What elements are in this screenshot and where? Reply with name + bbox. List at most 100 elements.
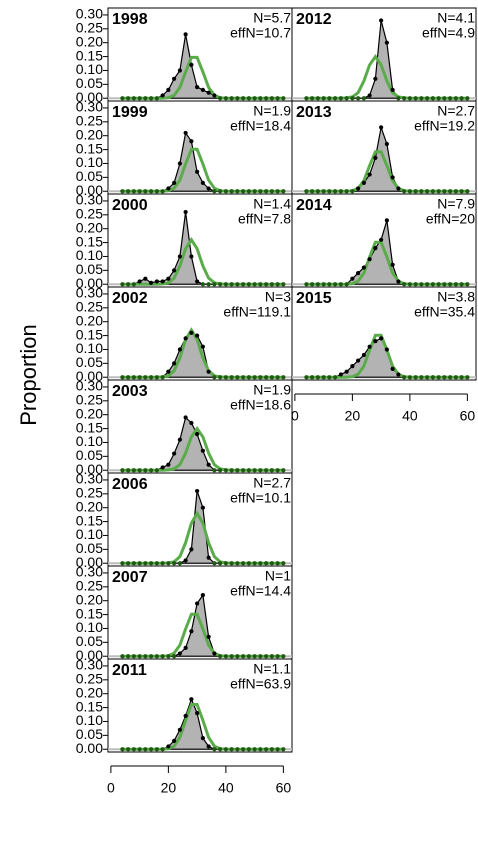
observed-point (413, 96, 418, 101)
observed-point (252, 282, 257, 287)
panel-title: 1998 (112, 11, 148, 28)
panel-annotation: effN=19.2 (414, 118, 475, 134)
observed-point (120, 747, 125, 752)
observed-point (206, 555, 211, 560)
observed-point (367, 93, 372, 98)
observed-point (269, 96, 274, 101)
observed-point (183, 336, 188, 341)
observed-point (218, 189, 223, 194)
observed-point (126, 282, 131, 287)
observed-point (177, 561, 182, 566)
observed-point (149, 468, 154, 473)
observed-point (131, 654, 136, 659)
observed-point (200, 180, 205, 185)
observed-point (367, 172, 372, 177)
y-tick-label: 0.15 (76, 326, 103, 342)
observed-point (453, 96, 458, 101)
observed-point (223, 96, 228, 101)
observed-point (212, 561, 217, 566)
observed-point (269, 375, 274, 380)
observed-point (212, 282, 217, 287)
observed-point (269, 561, 274, 566)
observed-point (373, 339, 378, 344)
observed-point (126, 468, 131, 473)
observed-point (189, 139, 194, 144)
observed-point (126, 654, 131, 659)
y-tick-label: 0.10 (76, 433, 103, 449)
observed-point (149, 375, 154, 380)
y-tick-label: 0.15 (76, 512, 103, 528)
observed-point (195, 601, 200, 606)
x-tick-label: 0 (291, 408, 299, 424)
observed-point (350, 276, 355, 281)
observed-point (350, 96, 355, 101)
observed-point (315, 96, 320, 101)
observed-point (258, 747, 263, 752)
observed-point (223, 561, 228, 566)
observed-point (390, 87, 395, 92)
panel-title: 2006 (112, 476, 148, 493)
observed-point (275, 282, 280, 287)
panel-title: 1999 (112, 104, 148, 121)
y-tick-label: 0.00 (76, 368, 103, 384)
observed-point (183, 645, 188, 650)
observed-point (304, 189, 309, 194)
observed-point (195, 432, 200, 437)
observed-point (258, 468, 263, 473)
observed-point (402, 375, 407, 380)
observed-point (379, 125, 384, 130)
observed-point (246, 96, 251, 101)
y-tick-label: 0.20 (76, 684, 103, 700)
observed-point (229, 747, 234, 752)
observed-point (166, 744, 171, 749)
observed-point (275, 189, 280, 194)
observed-point (275, 561, 280, 566)
panel-annotation: N=2.7 (437, 103, 475, 119)
panel-annotation: effN=63.9 (230, 676, 291, 692)
y-tick-label: 0.25 (76, 113, 103, 129)
observed-point (275, 468, 280, 473)
y-tick-label: 0.30 (76, 564, 103, 580)
observed-point (264, 375, 269, 380)
observed-point (235, 468, 240, 473)
y-tick-label: 0.30 (76, 378, 103, 394)
observed-point (218, 96, 223, 101)
observed-point (131, 282, 136, 287)
observed-point (442, 282, 447, 287)
observed-point (223, 654, 228, 659)
observed-point (160, 561, 165, 566)
observed-point (252, 468, 257, 473)
observed-point (120, 468, 125, 473)
observed-point (131, 468, 136, 473)
observed-point (321, 282, 326, 287)
y-tick-label: 0.15 (76, 140, 103, 156)
panel-title: 2015 (296, 290, 332, 307)
observed-point (281, 561, 286, 566)
observed-point (166, 87, 171, 92)
observed-point (126, 561, 131, 566)
observed-point (149, 280, 154, 285)
observed-point (442, 375, 447, 380)
y-tick-label: 0.30 (76, 6, 103, 22)
observed-point (229, 282, 234, 287)
observed-point (183, 713, 188, 719)
observed-point (177, 161, 182, 166)
observed-point (189, 420, 194, 426)
observed-point (195, 279, 200, 284)
observed-point (453, 282, 458, 287)
observed-point (264, 282, 269, 287)
observed-point (430, 375, 435, 380)
observed-point (235, 375, 240, 380)
panel-annotation: N=1.9 (253, 382, 291, 398)
y-tick-label: 0.00 (76, 182, 103, 198)
observed-point (126, 375, 131, 380)
y-tick-label: 0.30 (76, 657, 103, 673)
observed-point (120, 375, 125, 380)
observed-point (149, 96, 154, 101)
observed-point (200, 282, 205, 287)
observed-point (344, 369, 349, 374)
observed-point (120, 561, 125, 566)
y-tick-label: 0.05 (76, 633, 103, 649)
observed-point (304, 282, 309, 287)
observed-point (218, 282, 223, 287)
